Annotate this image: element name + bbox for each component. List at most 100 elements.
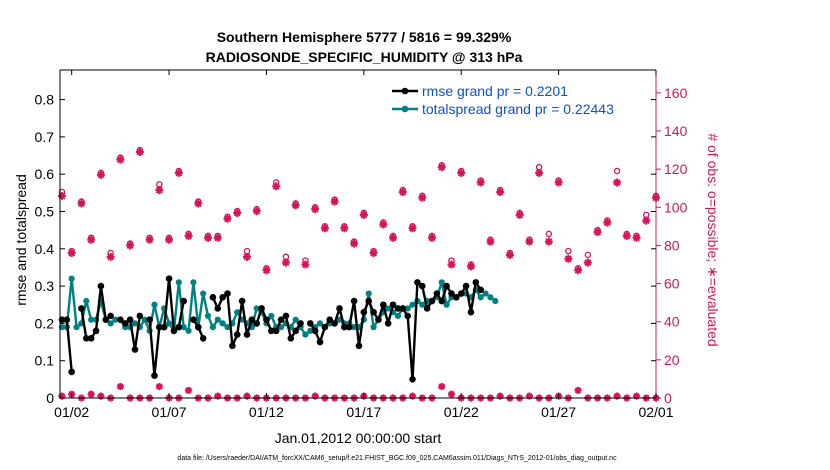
totalspread-point	[200, 290, 207, 297]
obs-evaluated-marker	[574, 266, 583, 275]
obs-bottom-marker	[447, 390, 456, 398]
rmse-point	[248, 316, 256, 323]
obs-evaluated-marker	[398, 188, 407, 197]
obs-evaluated-stroke	[574, 266, 582, 274]
rmse-point	[131, 346, 139, 353]
obs-evaluated-stroke	[292, 201, 300, 209]
totalspread-point	[234, 309, 241, 316]
rmse-point	[438, 297, 446, 305]
rmse-point	[453, 293, 460, 301]
obs-possible-marker	[565, 247, 572, 255]
obs-evaluated-marker	[350, 239, 359, 248]
obs-evaluated-marker	[311, 205, 320, 214]
totalspread-point	[385, 305, 392, 312]
obs-evaluated-stroke	[564, 255, 572, 263]
obs-evaluated-stroke	[126, 241, 134, 249]
y-left-tick-label: 0.4	[35, 241, 55, 257]
obs-evaluated-stroke	[311, 205, 319, 213]
rmse-point	[160, 323, 168, 331]
rmse-point	[224, 290, 231, 297]
rmse-point	[190, 316, 197, 323]
rmse-point	[136, 312, 144, 320]
obs-evaluated-marker	[204, 233, 213, 242]
x-tick-label: 01/17	[346, 404, 381, 420]
totalspread-point	[492, 297, 499, 305]
rmse-point	[292, 327, 299, 335]
obs-bottom-marker	[613, 392, 621, 400]
rmse-point	[409, 376, 416, 383]
y-left-tick-label: 0.5	[35, 203, 55, 219]
totalspread-point	[151, 301, 158, 308]
y-left-tick-label: 0.2	[35, 315, 55, 331]
totalspread-point	[73, 324, 80, 331]
rmse-point	[472, 279, 480, 286]
obs-evaluated-stroke	[516, 211, 524, 219]
rmse-point	[87, 335, 95, 342]
totalspread-point	[443, 301, 450, 308]
y-right-tick-label: 60	[664, 276, 680, 292]
obs-bottom-marker	[155, 382, 163, 391]
obs-evaluated-marker	[184, 231, 193, 240]
obs-evaluated-stroke	[545, 238, 553, 246]
obs-evaluated-stroke	[448, 390, 455, 398]
obs-evaluated-stroke	[399, 188, 407, 196]
rmse-point	[477, 286, 485, 294]
totalspread-point	[131, 320, 139, 327]
obs-evaluated-stroke	[506, 251, 514, 259]
rmse-point	[350, 297, 358, 305]
obs-evaluated-marker	[57, 191, 66, 200]
obs-evaluated-marker	[291, 201, 300, 210]
rmse-point	[117, 316, 124, 323]
y-right-tick-label: 40	[664, 314, 680, 330]
rmse-point	[68, 368, 75, 376]
totalspread-point	[214, 316, 221, 323]
rmse-point	[365, 297, 373, 305]
obs-evaluated-stroke	[535, 169, 543, 177]
x-axis-label: Jan.01,2012 00:00:00 start	[275, 430, 442, 446]
obs-evaluated-stroke	[282, 259, 290, 267]
obs-evaluated-stroke	[117, 383, 124, 390]
obs-bottom-marker	[116, 382, 124, 391]
rmse-point	[331, 320, 338, 327]
rmse-point	[243, 331, 251, 338]
obs-possible-marker	[613, 167, 621, 175]
obs-evaluated-marker	[116, 155, 125, 164]
obs-evaluated-marker	[145, 235, 154, 244]
rmse-point	[268, 327, 275, 335]
obs-evaluated-marker	[476, 178, 485, 187]
rmse-point	[345, 323, 353, 331]
x-tick-label: 01/12	[249, 404, 284, 420]
totalspread-point	[404, 305, 411, 312]
obs-evaluated-stroke	[350, 239, 358, 248]
rmse-point	[316, 338, 324, 346]
rmse-point	[336, 305, 343, 312]
x-tick-label: 01/27	[541, 404, 576, 420]
x-tick-label: 02/01	[638, 404, 673, 420]
obs-evaluated-stroke	[457, 169, 465, 177]
obs-evaluated-marker	[330, 197, 339, 206]
totalspread-point	[307, 327, 314, 334]
rmse-point	[418, 282, 426, 290]
obs-evaluated-stroke	[603, 219, 611, 227]
rmse-point	[175, 323, 183, 331]
obs-evaluated-stroke	[146, 236, 154, 244]
rmse-point	[394, 305, 402, 312]
obs-evaluated-stroke	[243, 253, 251, 261]
obs-evaluated-marker	[320, 224, 329, 233]
obs-evaluated-stroke	[116, 156, 124, 164]
obs-evaluated-marker	[457, 168, 466, 177]
obs-evaluated-marker	[525, 237, 534, 246]
obs-evaluated-stroke	[467, 262, 475, 270]
y-right-tick-label: 20	[664, 352, 680, 368]
rmse-point	[121, 320, 129, 327]
obs-evaluated-stroke	[642, 217, 650, 225]
obs-evaluated-stroke	[418, 194, 426, 202]
totalspread-point	[88, 316, 95, 323]
obs-evaluated-marker	[486, 237, 495, 246]
rmse-point	[306, 320, 314, 327]
legend-label: totalspread grand pr = 0.22443	[422, 101, 614, 117]
rmse-point	[355, 342, 363, 350]
obs-evaluated-marker	[564, 254, 573, 263]
obs-possible-marker	[584, 251, 592, 259]
